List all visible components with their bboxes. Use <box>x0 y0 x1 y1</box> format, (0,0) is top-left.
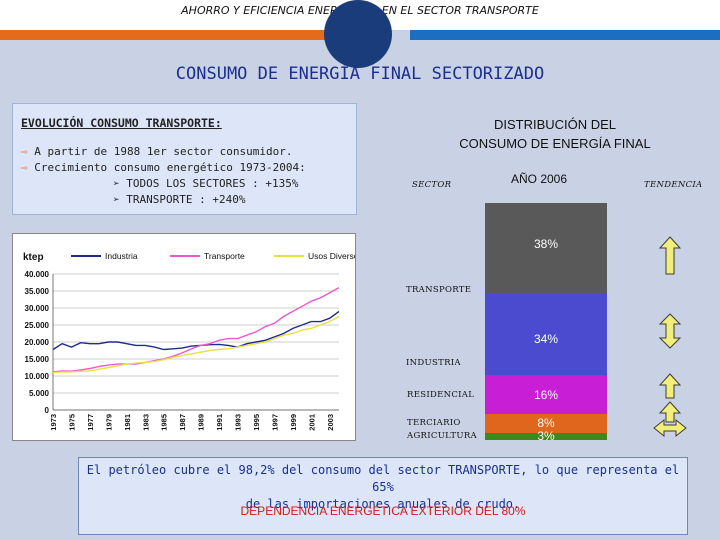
header-circle-decoration <box>324 0 392 68</box>
y-tick-label: 25.000 <box>25 321 50 330</box>
x-tick-label: 1987 <box>178 414 187 431</box>
y-tick-label: 5.000 <box>29 389 50 398</box>
sector-label-residencial: RESIDENCIAL <box>407 389 475 400</box>
chart-ylabel: ktep <box>23 252 44 263</box>
line-chart-svg: ktep 40.000 35.000 30.000 25.000 20.000 15.000… <box>23 251 363 431</box>
x-tick-label: 1973 <box>49 414 58 431</box>
up-arrow-icon <box>658 401 682 423</box>
header-blue-bar <box>410 30 720 40</box>
consumption-line-chart: ktep 40.000 35.000 30.000 25.000 20.000 15.000… <box>12 233 363 441</box>
sector-label-terciario: TERCIARIO <box>407 418 461 429</box>
legend-label: Transporte <box>204 251 245 261</box>
evolution-line-1: ⇨ A partir de 1988 1er sector consumidor… <box>21 144 348 160</box>
x-tick-label: 2001 <box>307 414 316 431</box>
series-line-transporte <box>52 286 340 373</box>
segment-residencial <box>485 375 607 414</box>
series-line-industria <box>52 310 340 351</box>
segment-value-label: 8% <box>537 416 555 431</box>
sector-label-agricultura: AGRICULTURA <box>407 431 477 442</box>
x-tick-label: 1977 <box>86 414 95 431</box>
year-label: AÑO 2006 <box>511 172 568 186</box>
evolution-sub-1: ➢ TODOS LOS SECTORES : +135% <box>21 176 348 192</box>
evolution-heading: EVOLUCIÓN CONSUMO TRANSPORTE: <box>21 116 222 130</box>
segment-value-label: 16% <box>533 387 559 402</box>
x-tick-label: 1995 <box>252 414 261 431</box>
x-tick-label: 1993 <box>234 414 243 431</box>
trend-arrows <box>653 236 687 438</box>
sector-column-label: SECTOR <box>412 180 452 190</box>
segment-value-label: 34% <box>533 331 559 346</box>
left-right-arrow-icon <box>653 418 687 438</box>
x-tick-label: 1991 <box>215 414 224 431</box>
x-tick-label: 1989 <box>197 414 206 431</box>
check-arrow-icon: ➢ <box>113 193 127 206</box>
header-orange-bar <box>0 30 330 40</box>
evolution-sub-2: ➢ TRANSPORTE : +240% <box>21 192 348 208</box>
dependency-text: DEPENDENCIA ENERGÉTICA EXTERIOR DEL 80% <box>240 504 526 518</box>
evolution-line-1-text: A partir de 1988 1er sector consumidor. <box>34 145 293 158</box>
segment-value-label: 38% <box>533 236 559 251</box>
y-tick-label: 0 <box>45 406 50 415</box>
y-tick-label: 35.000 <box>25 287 50 296</box>
x-tick-label: 1981 <box>123 414 132 431</box>
y-tick-label: 10.000 <box>25 372 50 381</box>
legend-label: Usos Diversos <box>308 251 355 261</box>
evolution-line-2-text: Crecimiento consumo energético 1973-2004… <box>34 161 306 174</box>
evolution-sub-1-text: TODOS LOS SECTORES : +135% <box>126 177 299 190</box>
legend-label: Industria <box>105 251 138 261</box>
x-tick-label: 1997 <box>270 414 279 431</box>
evolution-line-2: ⇨ Crecimiento consumo energético 1973-20… <box>21 160 348 176</box>
series-line-usos-diversos <box>52 315 340 374</box>
sector-label-industria: INDUSTRIA <box>406 358 461 369</box>
up-arrow-icon <box>658 373 682 399</box>
distribution-title-line-1: DISTRIBUCIÓN DEL <box>493 117 617 132</box>
conclusion-line-1: El petróleo cubre el 98,2% del consumo d… <box>86 463 680 494</box>
x-tick-label: 2003 <box>326 414 335 431</box>
segment-transporte <box>485 203 607 294</box>
slide-title: CONSUMO DE ENERGÍA FINAL SECTORIZADO <box>175 64 545 84</box>
x-tick-label: 1975 <box>67 414 76 431</box>
x-tick-label: 1983 <box>141 414 150 431</box>
up-arrow-icon <box>658 236 682 275</box>
conclusion-box <box>78 457 688 535</box>
trend-column-label: TENDENCIA <box>644 180 703 190</box>
check-arrow-icon: ➢ <box>113 177 127 190</box>
y-tick-label: 15.000 <box>25 355 50 364</box>
evolution-sub-2-text: TRANSPORTE : +240% <box>126 193 246 206</box>
up-down-arrow-icon <box>658 313 682 349</box>
segment-agricultura <box>485 432 607 440</box>
y-tick-label: 40.000 <box>25 270 50 279</box>
evolution-info-box: EVOLUCIÓN CONSUMO TRANSPORTE: ⇨ A partir… <box>12 103 357 215</box>
sector-label-transporte: TRANSPORTE <box>406 284 472 295</box>
arrow-bullet-icon: ⇨ <box>21 161 35 174</box>
conclusion-text: El petróleo cubre el 98,2% del consumo d… <box>84 462 682 513</box>
distribution-title: DISTRIBUCIÓN DEL CONSUMO DE ENERGÍA FINA… <box>430 115 680 153</box>
segment-industria <box>485 293 607 376</box>
y-tick-label: 30.000 <box>25 304 50 313</box>
arrow-bullet-icon: ⇨ <box>21 145 35 158</box>
conclusion-line-2: de las importaciones anuales de crudo. <box>245 497 521 511</box>
y-tick-label: 20.000 <box>25 338 50 347</box>
distribution-title-line-2: CONSUMO DE ENERGÍA FINAL <box>459 136 651 151</box>
segment-value-label: 3% <box>537 429 555 444</box>
x-tick-label: 1979 <box>104 414 113 431</box>
segment-terciario <box>485 413 607 433</box>
x-tick-label: 1985 <box>160 414 169 431</box>
x-tick-label: 1999 <box>289 414 298 431</box>
